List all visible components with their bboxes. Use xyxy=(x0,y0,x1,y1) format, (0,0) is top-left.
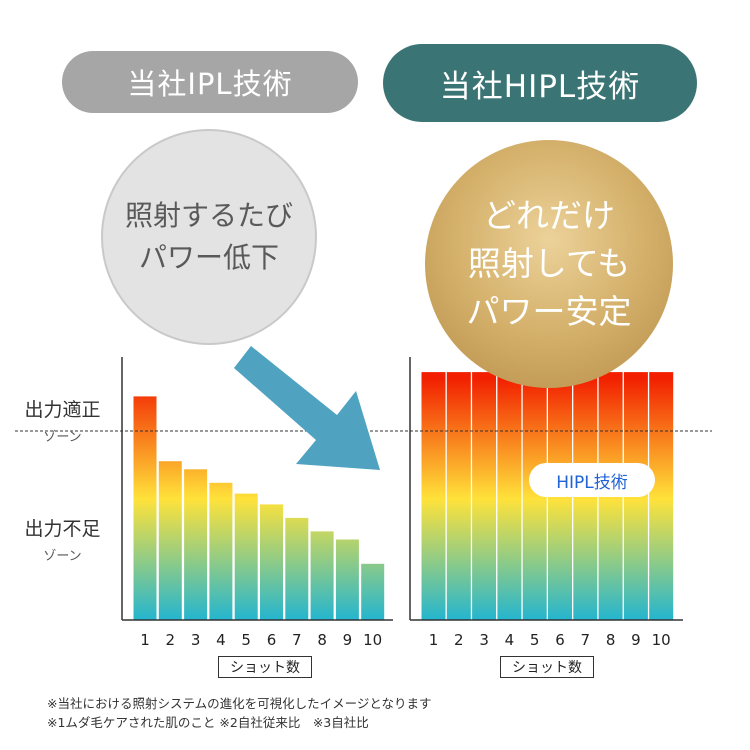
stable-power-line-2: 照射しても xyxy=(467,244,631,284)
power-drop-line-1: 照射するたび xyxy=(124,199,293,232)
hipl-bar-1 xyxy=(420,371,447,621)
ipl-technology-label: 当社IPL技術 xyxy=(62,51,358,113)
footnote-1: ※当社における照射システムの進化を可視化したイメージとなります xyxy=(47,696,432,711)
ipl-tick-label-4: 4 xyxy=(216,631,226,649)
hipl-x-axis-title: ショット数 xyxy=(500,656,594,678)
hipl-bar-10 xyxy=(648,371,675,621)
hipl-tick-label-9: 9 xyxy=(631,631,641,649)
ipl-bar-7 xyxy=(284,516,310,621)
ipl-tick-label-2: 2 xyxy=(166,631,176,649)
proper-output-zone-title: 出力適正 xyxy=(24,399,101,421)
hipl-bars xyxy=(420,371,675,621)
ipl-bar-3 xyxy=(183,468,209,621)
footnote-2: ※1ムダ毛ケアされた肌のこと ※2自社従来比 ※3自社比 xyxy=(47,715,369,730)
ipl-tick-label-10: 10 xyxy=(363,631,382,649)
hipl-tick-label-10: 10 xyxy=(652,631,671,649)
ipl-tick-label-3: 3 xyxy=(191,631,201,649)
ipl-bars xyxy=(132,395,386,621)
stable-power-line-3: パワー安定 xyxy=(466,291,632,331)
hipl-tick-label-2: 2 xyxy=(454,631,464,649)
hipl-bar-4 xyxy=(496,371,523,621)
proper-output-zone-sub: ゾーン xyxy=(43,430,82,445)
ipl-tick-label-8: 8 xyxy=(317,631,327,649)
hipl-bar-2 xyxy=(445,371,472,621)
hipl-tick-labels: 1 2 3 4 5 6 7 8 9 10 xyxy=(429,631,671,649)
hipl-bar-3 xyxy=(471,371,498,621)
ipl-bar-1 xyxy=(132,395,158,621)
ipl-bar-8 xyxy=(309,530,335,621)
ipl-tick-labels: 1 2 3 4 5 6 7 8 9 10 xyxy=(140,631,382,649)
hipl-tick-label-7: 7 xyxy=(581,631,591,649)
ipl-bar-6 xyxy=(259,503,284,621)
power-drop-line-2: パワー低下 xyxy=(138,241,279,274)
hipl-tick-label-3: 3 xyxy=(479,631,489,649)
hipl-tick-label-8: 8 xyxy=(606,631,616,649)
ipl-x-axis-title: ショット数 xyxy=(218,656,312,678)
ipl-bar-4 xyxy=(208,481,234,621)
hipl-technology-label: 当社HIPL技術 xyxy=(383,44,697,122)
ipl-tick-label-1: 1 xyxy=(140,631,150,649)
proper-output-zone-label: 出力適正 ゾーン xyxy=(0,395,125,445)
hipl-badge: HIPL技術 xyxy=(529,463,655,497)
ipl-tick-label-7: 7 xyxy=(292,631,302,649)
hipl-tick-label-5: 5 xyxy=(530,631,540,649)
ipl-tick-label-9: 9 xyxy=(343,631,353,649)
ipl-bar-2 xyxy=(157,460,183,621)
ipl-tick-label-6: 6 xyxy=(267,631,277,649)
ipl-bar-10 xyxy=(360,562,386,621)
ipl-tick-label-5: 5 xyxy=(241,631,251,649)
hipl-tick-label-4: 4 xyxy=(505,631,515,649)
hipl-tick-label-6: 6 xyxy=(555,631,565,649)
ipl-bar-9 xyxy=(334,538,360,621)
stable-power-line-1: どれだけ xyxy=(483,196,615,236)
arrow-icon xyxy=(234,346,380,470)
insufficient-output-zone-title: 出力不足 xyxy=(24,518,101,540)
insufficient-output-zone-label: 出力不足 ゾーン xyxy=(0,514,125,564)
hipl-tick-label-1: 1 xyxy=(429,631,439,649)
insufficient-output-zone-sub: ゾーン xyxy=(43,549,82,564)
stable-power-bubble: どれだけ 照射しても パワー安定 xyxy=(425,140,673,388)
ipl-bar-5 xyxy=(233,492,259,621)
power-drop-bubble: 照射するたび パワー低下 xyxy=(101,129,317,345)
